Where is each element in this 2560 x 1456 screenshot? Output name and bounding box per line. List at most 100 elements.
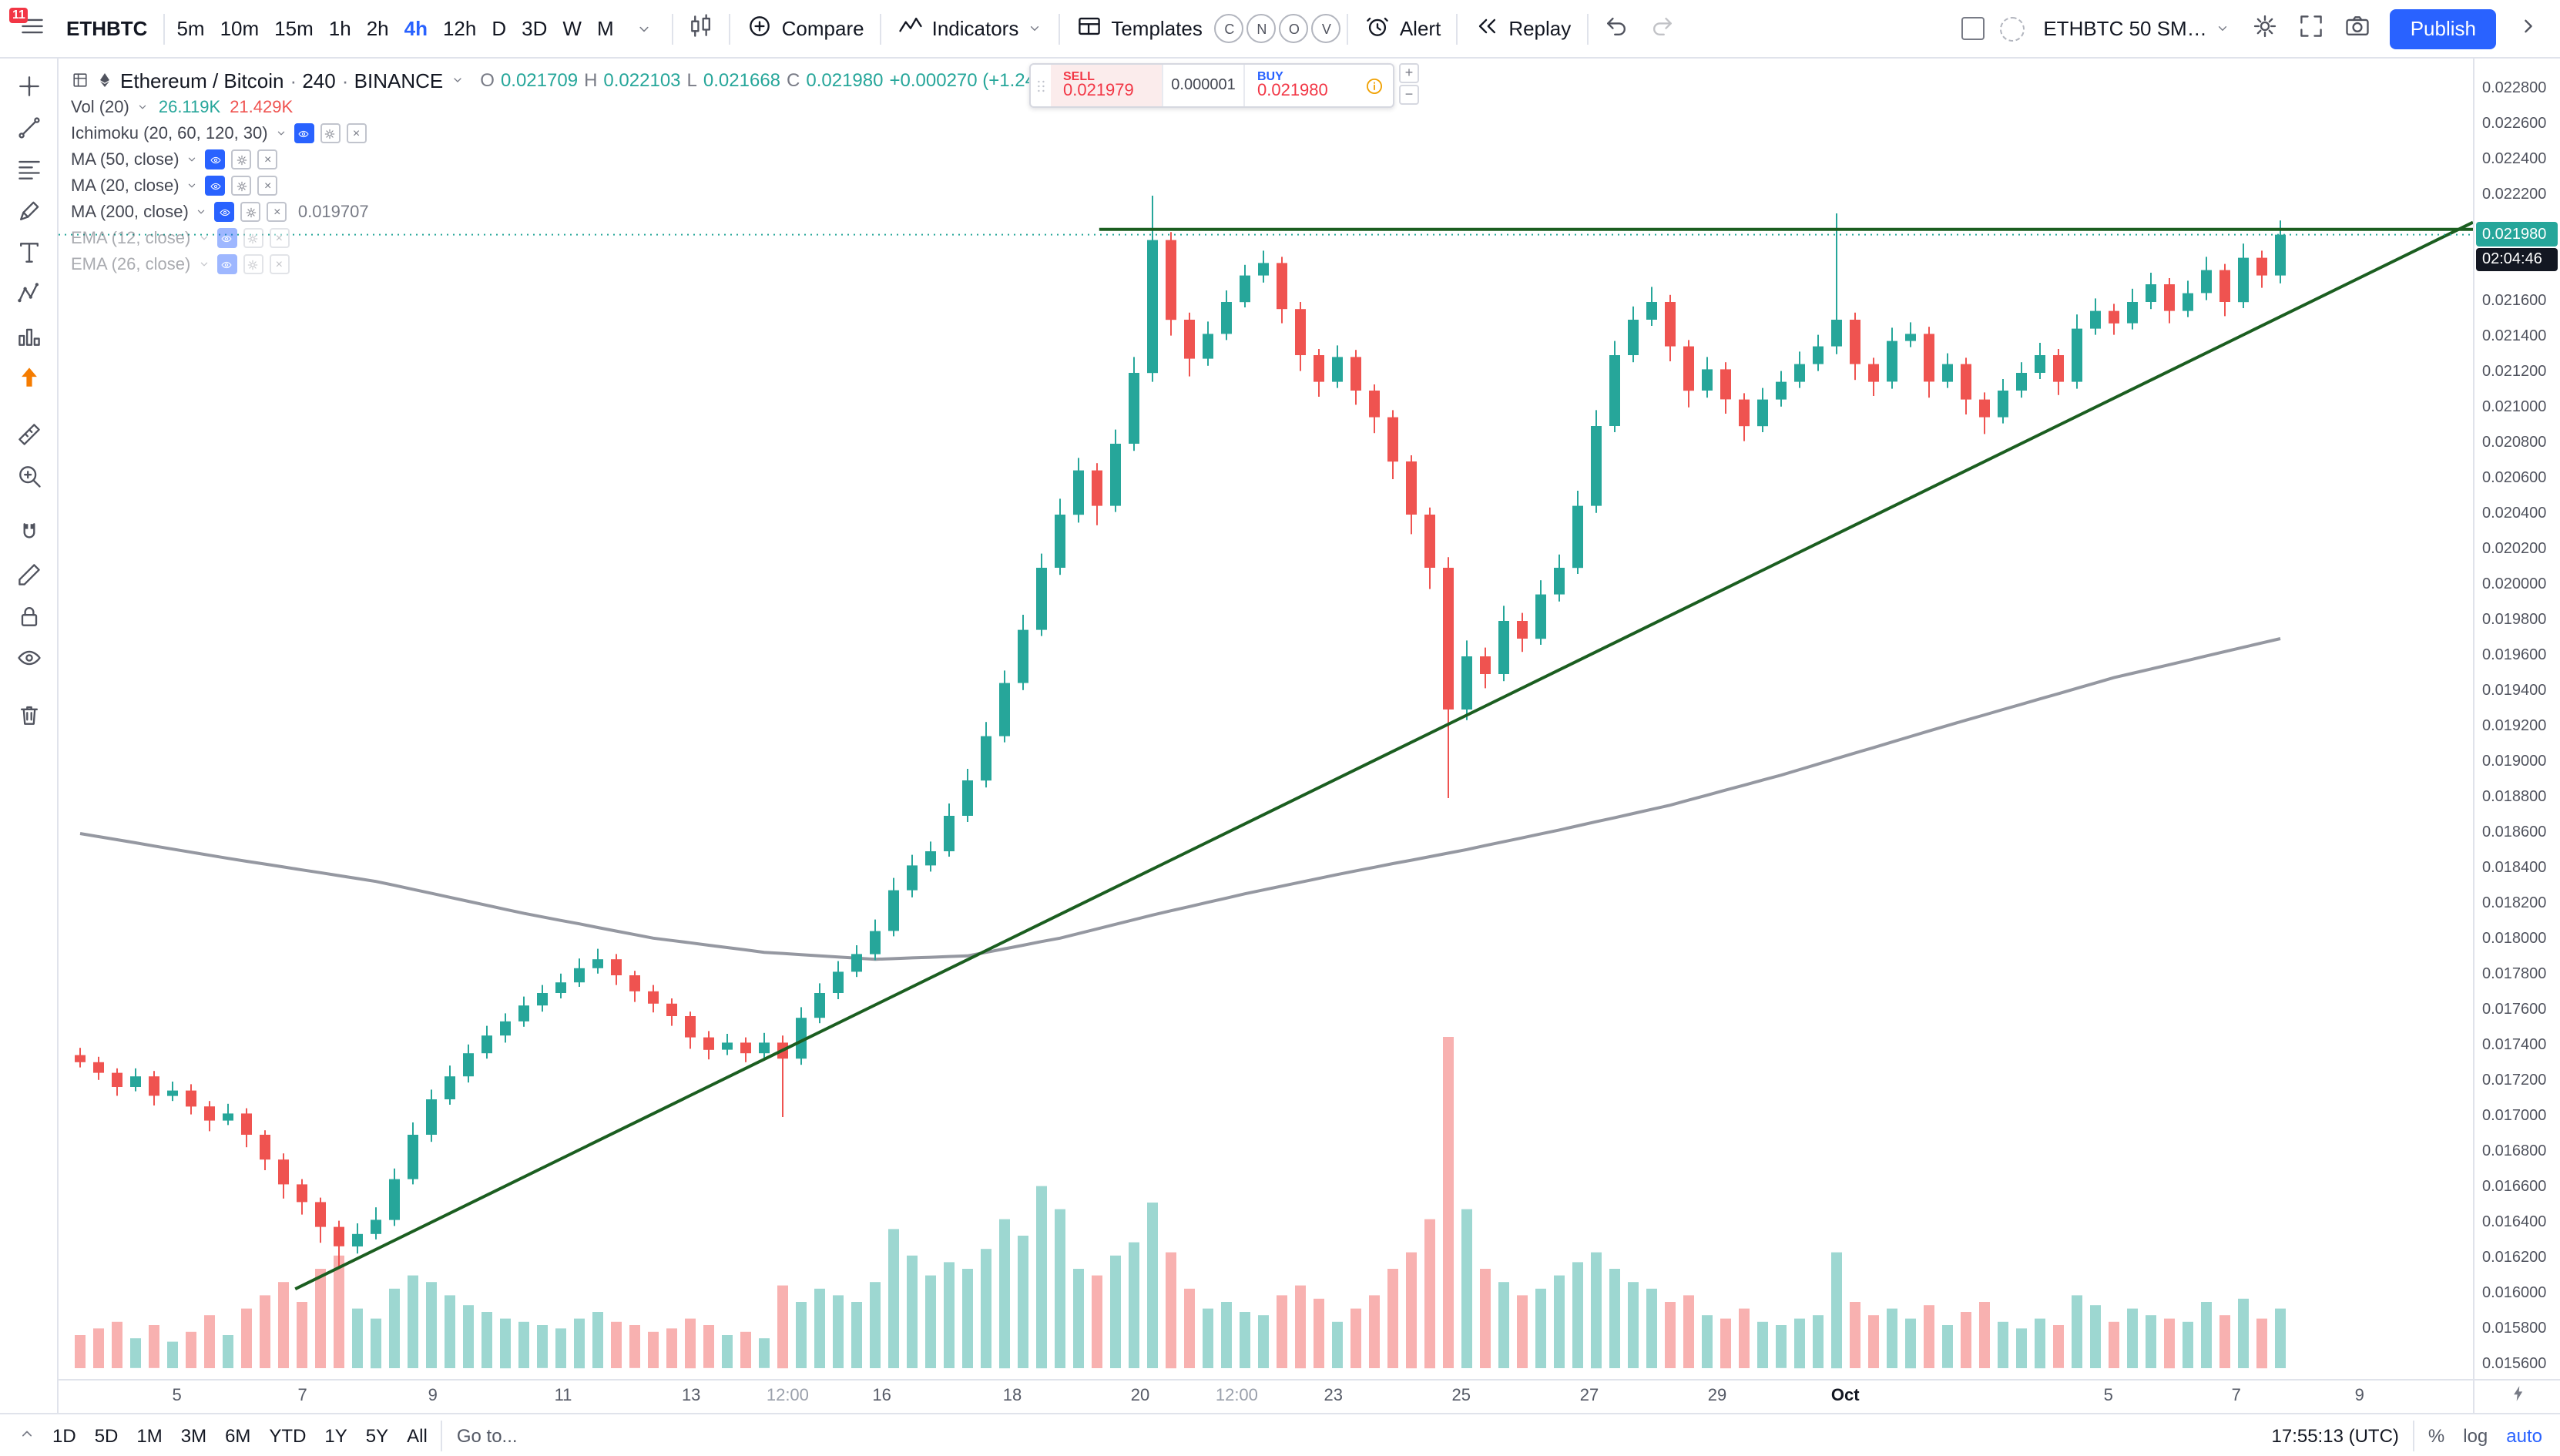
timeframe-W[interactable]: W (555, 7, 589, 50)
indicator-name[interactable]: MA (20, close) (71, 176, 180, 195)
axis-corner[interactable] (2473, 1379, 2560, 1413)
indicator-settings-button[interactable] (320, 123, 341, 143)
indicator-visibility-button[interactable] (216, 254, 237, 274)
cursor-tool[interactable] (5, 66, 52, 106)
indicator-name[interactable]: Ichimoku (20, 60, 120, 30) (71, 124, 268, 143)
clock-button[interactable]: 17:55:13 (UTC) (2263, 1417, 2408, 1454)
range-all[interactable]: All (398, 1417, 437, 1454)
indicator-remove-button[interactable]: × (346, 123, 367, 143)
buy-button[interactable]: BUY 0.021980 (1245, 65, 1356, 106)
forecast-tool[interactable] (5, 316, 52, 356)
candlestick-chart[interactable] (59, 59, 2473, 1379)
range-1m[interactable]: 1M (127, 1417, 171, 1454)
price-axis[interactable]: 0.0228000.0226000.0224000.0222000.022000… (2473, 59, 2560, 1379)
arrow-marker-tool[interactable] (5, 357, 52, 398)
indicator-settings-button[interactable] (231, 149, 252, 169)
range-ytd[interactable]: YTD (260, 1417, 315, 1454)
timeframe-15m[interactable]: 15m (267, 7, 321, 50)
undo-button[interactable] (1592, 7, 1639, 50)
info-icon[interactable] (1356, 65, 1393, 106)
range-1y[interactable]: 1Y (315, 1417, 356, 1454)
indicator-settings-button[interactable] (231, 176, 252, 196)
chevron-down-icon[interactable] (195, 205, 209, 219)
trend-line-tool[interactable] (5, 108, 52, 148)
toolbar-collapse-button[interactable] (9, 1417, 43, 1454)
timeframe-1h[interactable]: 1h (321, 7, 359, 50)
chevron-down-icon[interactable] (274, 126, 288, 140)
chevron-down-icon[interactable] (449, 72, 465, 88)
percent-scale-button[interactable]: % (2419, 1417, 2454, 1454)
chevron-down-icon[interactable] (196, 231, 210, 245)
timeframe-3D[interactable]: 3D (514, 7, 555, 50)
indicator-name[interactable]: MA (200, close) (71, 203, 189, 221)
indicator-settings-button[interactable] (240, 202, 261, 222)
decrease-button[interactable]: − (1399, 85, 1419, 105)
indicator-visibility-button[interactable] (205, 149, 226, 169)
indicator-visibility-button[interactable] (214, 202, 235, 222)
brush-tool[interactable] (5, 191, 52, 231)
timeframe-10m[interactable]: 10m (213, 7, 267, 50)
main-menu-button[interactable]: 11 (9, 7, 55, 50)
indicator-remove-button[interactable]: × (269, 228, 290, 248)
chevron-down-icon[interactable] (196, 257, 210, 271)
indicators-button[interactable]: Indicators (886, 7, 1055, 50)
indicator-settings-button[interactable] (243, 254, 263, 274)
interval-label[interactable]: 240 (290, 69, 335, 92)
template-circle-c[interactable]: C (1214, 14, 1244, 44)
hide-all-drawings-tool[interactable] (5, 638, 52, 678)
magnet-tool[interactable] (5, 513, 52, 553)
ascending-trendline[interactable] (294, 220, 2473, 1290)
layout-grid-icon[interactable] (71, 71, 89, 89)
timeframe-M[interactable]: M (589, 7, 622, 50)
drag-handle-icon[interactable] (1031, 65, 1051, 106)
fullscreen-button[interactable] (2289, 7, 2335, 50)
range-1d[interactable]: 1D (43, 1417, 86, 1454)
timeframe-4h[interactable]: 4h (397, 7, 435, 50)
increase-button[interactable]: + (1399, 63, 1419, 83)
text-tool[interactable] (5, 233, 52, 273)
chart-type-button[interactable] (679, 7, 725, 50)
time-axis[interactable]: 5 7 9 11 13 12:00 16 18 20 12:00 23 25 27 29 Oct 5 7 9 (59, 1379, 2473, 1413)
timeframe-5m[interactable]: 5m (169, 7, 212, 50)
chart-plot[interactable]: Ethereum / Bitcoin 240 BINANCE O0.021709… (59, 59, 2473, 1379)
compare-button[interactable]: Compare (736, 7, 875, 50)
log-scale-button[interactable]: log (2454, 1417, 2497, 1454)
layout-menu-button[interactable]: ETHBTC 50 SM… (2032, 7, 2242, 50)
indicator-remove-button[interactable]: × (257, 176, 278, 196)
indicator-name[interactable]: EMA (12, close) (71, 229, 191, 247)
template-circle-v[interactable]: V (1311, 14, 1341, 44)
drawings[interactable] (59, 220, 2473, 1290)
exchange-label[interactable]: BINANCE (342, 69, 444, 92)
indicator-remove-button[interactable]: × (257, 149, 278, 169)
range-5y[interactable]: 5Y (357, 1417, 398, 1454)
range-6m[interactable]: 6M (216, 1417, 260, 1454)
remove-all-drawings-tool[interactable] (5, 695, 52, 735)
range-3m[interactable]: 3M (172, 1417, 216, 1454)
template-circle-o[interactable]: O (1279, 14, 1309, 44)
indicator-remove-button[interactable]: × (269, 254, 290, 274)
interval-menu-button[interactable] (622, 7, 668, 50)
chevron-down-icon[interactable] (186, 153, 200, 166)
indicator-name[interactable]: MA (50, close) (71, 150, 180, 169)
indicator-remove-button[interactable]: × (267, 202, 287, 222)
chevron-down-icon[interactable] (136, 100, 149, 114)
alert-button[interactable]: Alert (1354, 7, 1451, 50)
range-5d[interactable]: 5D (86, 1417, 128, 1454)
indicator-name[interactable]: EMA (26, close) (71, 255, 191, 273)
publish-button[interactable]: Publish (2390, 8, 2496, 49)
lock-all-drawings-tool[interactable] (5, 596, 52, 636)
sell-button[interactable]: SELL 0.021979 (1051, 65, 1162, 106)
chart-settings-button[interactable] (2243, 7, 2289, 50)
redo-button[interactable] (1639, 7, 1685, 50)
symbol-title[interactable]: Ethereum / Bitcoin (120, 69, 284, 92)
timeframe-2h[interactable]: 2h (359, 7, 397, 50)
indicator-visibility-button[interactable] (205, 176, 226, 196)
measure-tool[interactable] (5, 414, 52, 455)
indicator-visibility-button[interactable] (294, 123, 314, 143)
timeframe-12h[interactable]: 12h (435, 7, 484, 50)
indicator-name[interactable]: Vol (20) (71, 98, 129, 116)
fib-retracement-tool[interactable] (5, 149, 52, 190)
replay-button[interactable]: Replay (1462, 7, 1582, 50)
timeframe-D[interactable]: D (484, 7, 514, 50)
stay-in-drawing-mode-tool[interactable] (5, 555, 52, 595)
